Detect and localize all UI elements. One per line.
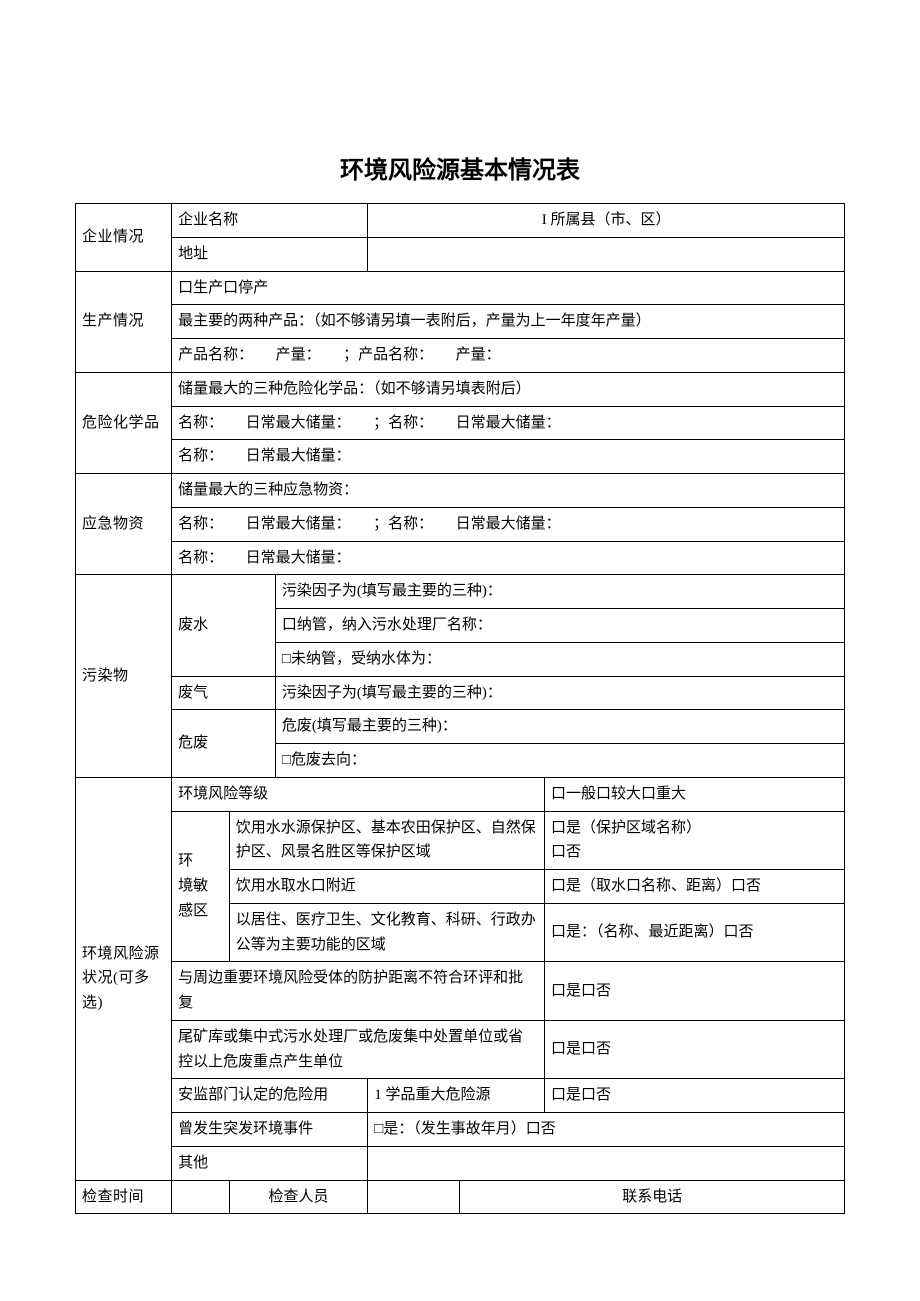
cell: 口一般口较大口重大 bbox=[545, 777, 845, 811]
label-emergency: 应急物资 bbox=[76, 474, 172, 575]
cell: 口是（取水口名称、距离）口否 bbox=[545, 870, 845, 904]
cell: 危废(填写最主要的三种)： bbox=[275, 710, 844, 744]
cell: 企业名称 bbox=[172, 204, 368, 238]
cell: 环境风险等级 bbox=[172, 777, 545, 811]
cell: 地址 bbox=[172, 237, 368, 271]
cell: 名称： 日常最大储量： ；名称： 日常最大储量： bbox=[172, 507, 845, 541]
cell bbox=[368, 1146, 845, 1180]
cell: 尾矿库或集中式污水处理厂或危废集中处置单位或省控以上危废重点产生单位 bbox=[172, 1020, 545, 1079]
label-production: 生产情况 bbox=[76, 271, 172, 372]
cell: 口是（保护区域名称） 口否 bbox=[545, 811, 845, 870]
cell: 产品名称： 产量： ；产品名称： 产量： bbox=[172, 339, 845, 373]
cell: I 所属县（市、区） bbox=[368, 204, 845, 238]
cell: 危废 bbox=[172, 710, 276, 778]
cell: 联系电话 bbox=[460, 1180, 845, 1214]
cell: 口生产口停产 bbox=[172, 271, 845, 305]
page-title: 环境风险源基本情况表 bbox=[75, 150, 845, 185]
risk-table: 企业情况 企业名称 I 所属县（市、区） 地址 生产情况 口生产口停产 最主要的… bbox=[75, 203, 845, 1214]
label-company: 企业情况 bbox=[76, 204, 172, 272]
cell: 名称： 日常最大储量： bbox=[172, 440, 845, 474]
cell: 储量最大的三种危险化学品：（如不够请另填表附后） bbox=[172, 372, 845, 406]
label-hazchem: 危险化学品 bbox=[76, 372, 172, 473]
label-pollutant: 污染物 bbox=[76, 575, 172, 778]
cell: 名称： 日常最大储量： bbox=[172, 541, 845, 575]
label-riskstatus: 环境风险源状况(可多选) bbox=[76, 777, 172, 1180]
cell: 饮用水水源保护区、基本农田保护区、自然保护区、风景名胜区等保护区域 bbox=[229, 811, 544, 870]
cell: 废气 bbox=[172, 676, 276, 710]
cell: 污染因子为(填写最主要的三种)： bbox=[275, 575, 844, 609]
cell: □危废去向： bbox=[275, 744, 844, 778]
cell: □是：（发生事故年月）口否 bbox=[368, 1113, 845, 1147]
cell bbox=[368, 237, 845, 271]
cell: □未纳管，受纳水体为： bbox=[275, 642, 844, 676]
cell: 与周边重要环境风险受体的防护距离不符合环评和批复 bbox=[172, 962, 545, 1021]
label-checktime: 检查时间 bbox=[76, 1180, 172, 1214]
cell: 口纳管，纳入污水处理厂名称： bbox=[275, 609, 844, 643]
cell: 饮用水取水口附近 bbox=[229, 870, 544, 904]
cell: 曾发生突发环境事件 bbox=[172, 1113, 368, 1147]
cell: 环 境敏 感区 bbox=[172, 811, 230, 962]
cell: 检查人员 bbox=[229, 1180, 367, 1214]
cell: 口是口否 bbox=[545, 962, 845, 1021]
cell: 最主要的两种产品：（如不够请另填一表附后，产量为上一年度年产量） bbox=[172, 305, 845, 339]
cell: 安监部门认定的危险用 bbox=[172, 1079, 368, 1113]
cell: 其他 bbox=[172, 1146, 368, 1180]
cell: 污染因子为(填写最主要的三种)： bbox=[275, 676, 844, 710]
cell: 名称： 日常最大储量： ；名称： 日常最大储量： bbox=[172, 406, 845, 440]
cell: 口是口否 bbox=[545, 1079, 845, 1113]
cell: 以居住、医疗卫生、文化教育、科研、行政办公等为主要功能的区域 bbox=[229, 903, 544, 962]
cell: 储量最大的三种应急物资： bbox=[172, 474, 845, 508]
cell: 口是口否 bbox=[545, 1020, 845, 1079]
cell: 1 学品重大危险源 bbox=[368, 1079, 545, 1113]
cell: 废水 bbox=[172, 575, 276, 676]
cell bbox=[172, 1180, 230, 1214]
cell: 口是：（名称、最近距离）口否 bbox=[545, 903, 845, 962]
cell bbox=[368, 1180, 460, 1214]
